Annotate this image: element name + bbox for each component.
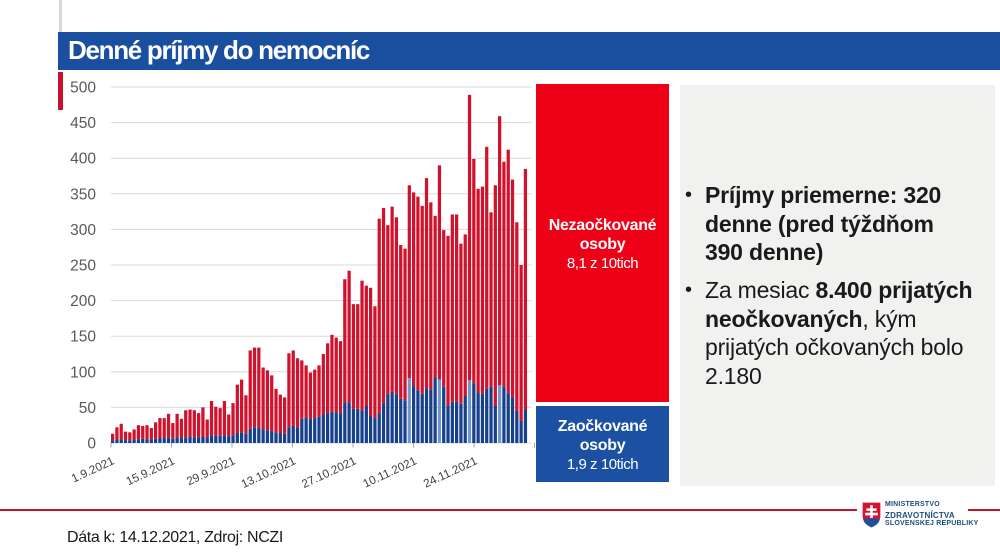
svg-text:13.10.2021: 13.10.2021	[239, 454, 298, 491]
svg-text:400: 400	[70, 151, 96, 168]
svg-text:10.11.2021: 10.11.2021	[361, 454, 419, 490]
svg-text:250: 250	[70, 258, 96, 275]
svg-text:200: 200	[70, 293, 96, 310]
svg-text:50: 50	[79, 400, 97, 417]
svg-text:27.10.2021: 27.10.2021	[300, 454, 359, 491]
svg-text:1.9.2021: 1.9.2021	[70, 454, 117, 485]
svg-text:100: 100	[70, 364, 96, 381]
svg-text:0: 0	[87, 436, 96, 453]
svg-text:350: 350	[70, 186, 96, 203]
svg-text:450: 450	[70, 115, 96, 132]
svg-text:29.9.2021: 29.9.2021	[185, 454, 238, 488]
svg-text:500: 500	[70, 80, 96, 97]
svg-text:150: 150	[70, 329, 96, 346]
svg-text:24.11.2021: 24.11.2021	[422, 454, 480, 490]
svg-text:300: 300	[70, 222, 96, 239]
svg-text:15.9.2021: 15.9.2021	[124, 454, 177, 488]
